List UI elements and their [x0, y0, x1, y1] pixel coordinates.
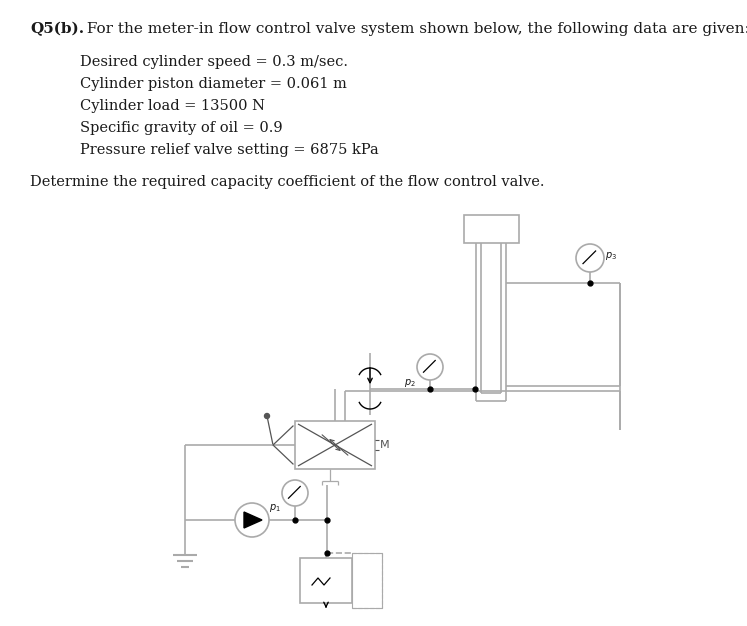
Text: Cylinder piston diameter = 0.061 m: Cylinder piston diameter = 0.061 m	[80, 77, 347, 91]
Bar	[352, 553, 382, 608]
Text: $p_2$: $p_2$	[404, 377, 416, 389]
Text: $p_1$: $p_1$	[269, 502, 281, 514]
Text: Desired cylinder speed = 0.3 m/sec.: Desired cylinder speed = 0.3 m/sec.	[80, 55, 348, 69]
Text: M: M	[380, 440, 390, 450]
Text: Cylinder load = 13500 N: Cylinder load = 13500 N	[80, 99, 265, 113]
Bar	[295, 421, 375, 469]
Bar	[300, 558, 352, 603]
Text: Specific gravity of oil = 0.9: Specific gravity of oil = 0.9	[80, 121, 282, 135]
Bar	[464, 215, 519, 243]
Polygon shape	[244, 512, 262, 528]
Circle shape	[264, 414, 270, 419]
Text: $p_3$: $p_3$	[605, 250, 617, 262]
Text: Q5(b).: Q5(b).	[30, 22, 84, 36]
Circle shape	[282, 480, 308, 506]
Circle shape	[417, 354, 443, 380]
Circle shape	[235, 503, 269, 537]
Text: Pressure relief valve setting = 6875 kPa: Pressure relief valve setting = 6875 kPa	[80, 143, 379, 157]
Circle shape	[576, 244, 604, 272]
Text: For the meter-in flow control valve system shown below, the following data are g: For the meter-in flow control valve syst…	[82, 22, 747, 36]
Text: Determine the required capacity coefficient of the flow control valve.: Determine the required capacity coeffici…	[30, 175, 545, 189]
